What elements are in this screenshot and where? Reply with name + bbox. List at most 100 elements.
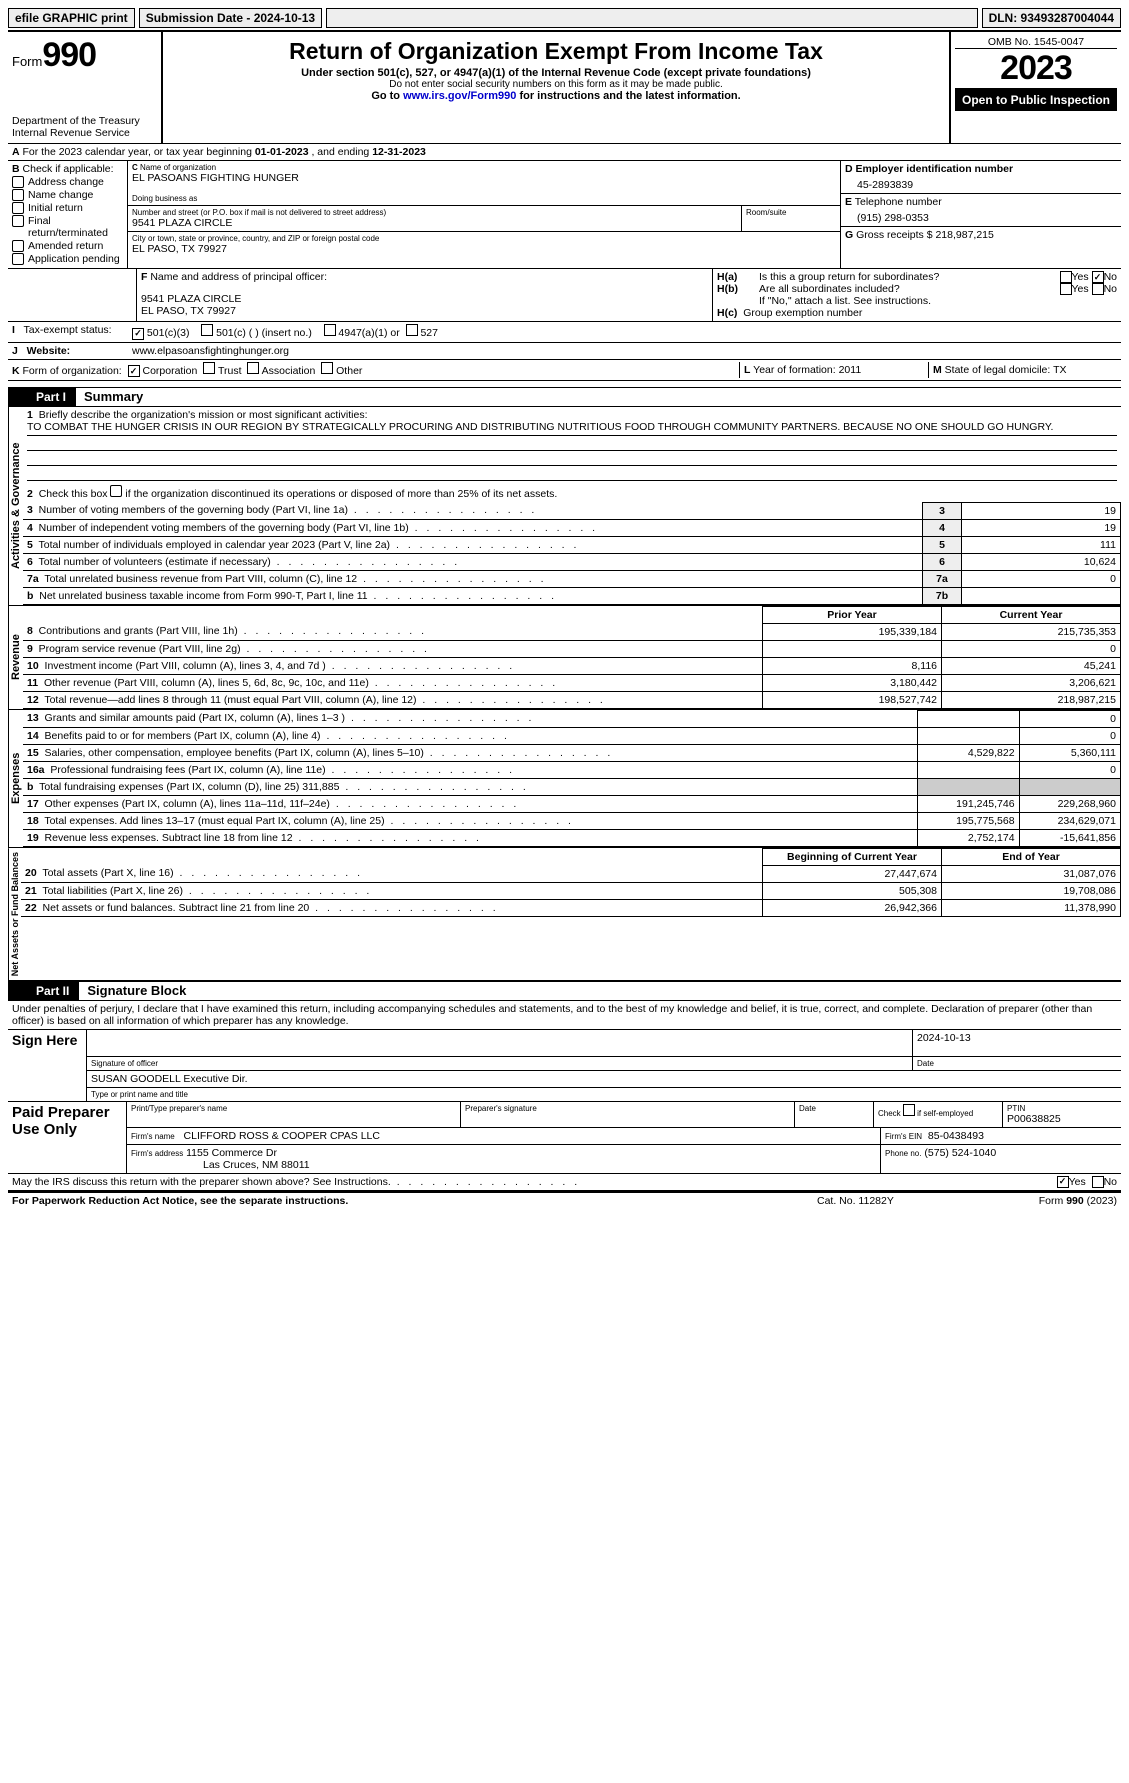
table-row: 9 Program service revenue (Part VIII, li… (23, 640, 1121, 657)
chk-4947[interactable] (324, 324, 336, 336)
table-revenue: Prior YearCurrent Year8 Contributions an… (23, 606, 1121, 709)
chk-initial-return[interactable] (12, 202, 24, 214)
chk-discuss-no[interactable] (1092, 1176, 1104, 1188)
line-i-tax-status: I Tax-exempt status: 501(c)(3) 501(c) ( … (8, 321, 1121, 342)
form-subtitle-3: Go to www.irs.gov/Form990 for instructio… (167, 90, 945, 102)
irs: Internal Revenue Service (12, 127, 157, 139)
form-word: Form (12, 54, 42, 69)
section-c-name-address: C Name of organization EL PASOANS FIGHTI… (128, 161, 841, 268)
form-id-block: Form990 Department of the Treasury Inter… (8, 32, 163, 143)
table-row: 10 Investment income (Part VIII, column … (23, 657, 1121, 674)
chk-name-change[interactable] (12, 189, 24, 201)
table-row: 17 Other expenses (Part IX, column (A), … (23, 795, 1121, 812)
table-row: b Net unrelated business taxable income … (23, 587, 1121, 604)
footer: For Paperwork Reduction Act Notice, see … (8, 1191, 1121, 1209)
table-row: 11 Other revenue (Part VIII, column (A),… (23, 674, 1121, 691)
chk-address-change[interactable] (12, 176, 24, 188)
ptin: P00638825 (1007, 1113, 1117, 1125)
firm-addr2: Las Cruces, NM 88011 (131, 1159, 876, 1171)
section-b-checkboxes: B Check if applicable: Address change Na… (8, 161, 128, 268)
form-title: Return of Organization Exempt From Incom… (167, 38, 945, 65)
line-j-website: J Website: www.elpasoansfightinghunger.o… (8, 342, 1121, 359)
telephone: (915) 298-0353 (845, 208, 1117, 224)
table-activities-governance: 3 Number of voting members of the govern… (23, 502, 1121, 605)
firm-addr1: 1155 Commerce Dr (186, 1147, 277, 1159)
table-row: 13 Grants and similar amounts paid (Part… (23, 710, 1121, 727)
gross-receipts: 218,987,215 (935, 229, 993, 241)
section-f-officer: F Name and address of principal officer:… (137, 269, 713, 321)
org-name: EL PASOANS FIGHTING HUNGER (132, 172, 836, 184)
side-expenses: Expenses (8, 710, 23, 847)
form-subtitle-1: Under section 501(c), 527, or 4947(a)(1)… (167, 67, 945, 79)
chk-amended-return[interactable] (12, 240, 24, 252)
sign-here-label: Sign Here (8, 1030, 87, 1101)
section-h: H(a)Is this a group return for subordina… (713, 269, 1121, 321)
topbar-spacer (326, 8, 977, 28)
website: www.elpasoansfightinghunger.org (132, 345, 1117, 357)
chk-ha-no[interactable] (1092, 271, 1104, 283)
submission-date: Submission Date - 2024-10-13 (139, 8, 322, 28)
chk-final-return[interactable] (12, 215, 24, 227)
table-row: 15 Salaries, other compensation, employe… (23, 744, 1121, 761)
part-2-header: Part II Signature Block (8, 981, 1121, 1001)
chk-discuss-yes[interactable] (1057, 1176, 1069, 1188)
dln: DLN: 93493287004044 (982, 8, 1121, 28)
paid-preparer-label: Paid Preparer Use Only (8, 1102, 127, 1173)
side-revenue: Revenue (8, 606, 23, 709)
table-row: 19 Revenue less expenses. Subtract line … (23, 829, 1121, 846)
form-year-block: OMB No. 1545-0047 2023 Open to Public In… (951, 32, 1121, 143)
tax-year: 2023 (955, 49, 1117, 89)
form-number: 990 (42, 36, 96, 74)
org-city: EL PASO, TX 79927 (132, 243, 836, 255)
chk-527[interactable] (406, 324, 418, 336)
chk-501c3[interactable] (132, 328, 144, 340)
part-1-header: Part I Summary (8, 387, 1121, 407)
ein: 45-2893839 (845, 175, 1117, 191)
chk-application-pending[interactable] (12, 253, 24, 265)
efile-topbar: efile GRAPHIC print Submission Date - 20… (8, 8, 1121, 28)
table-row: 22 Net assets or fund balances. Subtract… (21, 899, 1121, 916)
efile-label: efile GRAPHIC print (8, 8, 135, 28)
chk-ha-yes[interactable] (1060, 271, 1072, 283)
firm-ein: 85-0438493 (928, 1130, 984, 1142)
chk-self-employed[interactable] (903, 1104, 915, 1116)
chk-discontinued[interactable] (110, 485, 122, 497)
form-subtitle-2: Do not enter social security numbers on … (167, 79, 945, 90)
chk-501c[interactable] (201, 324, 213, 336)
table-row: 16a Professional fundraising fees (Part … (23, 761, 1121, 778)
table-row: 7a Total unrelated business revenue from… (23, 570, 1121, 587)
open-to-public: Open to Public Inspection (955, 89, 1117, 111)
chk-other[interactable] (321, 362, 333, 374)
table-row: 3 Number of voting members of the govern… (23, 502, 1121, 519)
chk-association[interactable] (247, 362, 259, 374)
chk-corporation[interactable] (128, 365, 140, 377)
org-street: 9541 PLAZA CIRCLE (132, 217, 737, 229)
chk-hb-no[interactable] (1092, 283, 1104, 295)
dept-treasury: Department of the Treasury (12, 115, 157, 127)
omb-number: OMB No. 1545-0047 (955, 36, 1117, 49)
sign-date: 2024-10-13 (913, 1030, 1121, 1057)
section-deg: D Employer identification number 45-2893… (841, 161, 1121, 268)
mission-text: TO COMBAT THE HUNGER CRISIS IN OUR REGIO… (27, 421, 1117, 481)
table-row: 6 Total number of volunteers (estimate i… (23, 553, 1121, 570)
table-expenses: 13 Grants and similar amounts paid (Part… (23, 710, 1121, 847)
firm-phone: (575) 524-1040 (924, 1147, 996, 1159)
perjury-declaration: Under penalties of perjury, I declare th… (8, 1001, 1121, 1030)
line-klm: K Form of organization: Corporation Trus… (8, 359, 1121, 381)
table-row: 5 Total number of individuals employed i… (23, 536, 1121, 553)
firm-name: CLIFFORD ROSS & COOPER CPAS LLC (184, 1130, 380, 1142)
discuss-row: May the IRS discuss this return with the… (8, 1174, 1121, 1191)
irs-link[interactable]: www.irs.gov/Form990 (403, 90, 516, 102)
line-a-tax-year: A For the 2023 calendar year, or tax yea… (8, 143, 1121, 161)
side-activities: Activities & Governance (8, 407, 23, 605)
table-row: 4 Number of independent voting members o… (23, 519, 1121, 536)
form-title-block: Return of Organization Exempt From Incom… (163, 32, 951, 143)
table-row: 12 Total revenue—add lines 8 through 11 … (23, 691, 1121, 708)
chk-trust[interactable] (203, 362, 215, 374)
table-row: 18 Total expenses. Add lines 13–17 (must… (23, 812, 1121, 829)
table-row: 21 Total liabilities (Part X, line 26)50… (21, 882, 1121, 899)
chk-hb-yes[interactable] (1060, 283, 1072, 295)
officer-name: SUSAN GOODELL Executive Dir. (87, 1070, 1121, 1087)
table-row: 14 Benefits paid to or for members (Part… (23, 727, 1121, 744)
table-row: 20 Total assets (Part X, line 16)27,447,… (21, 865, 1121, 882)
